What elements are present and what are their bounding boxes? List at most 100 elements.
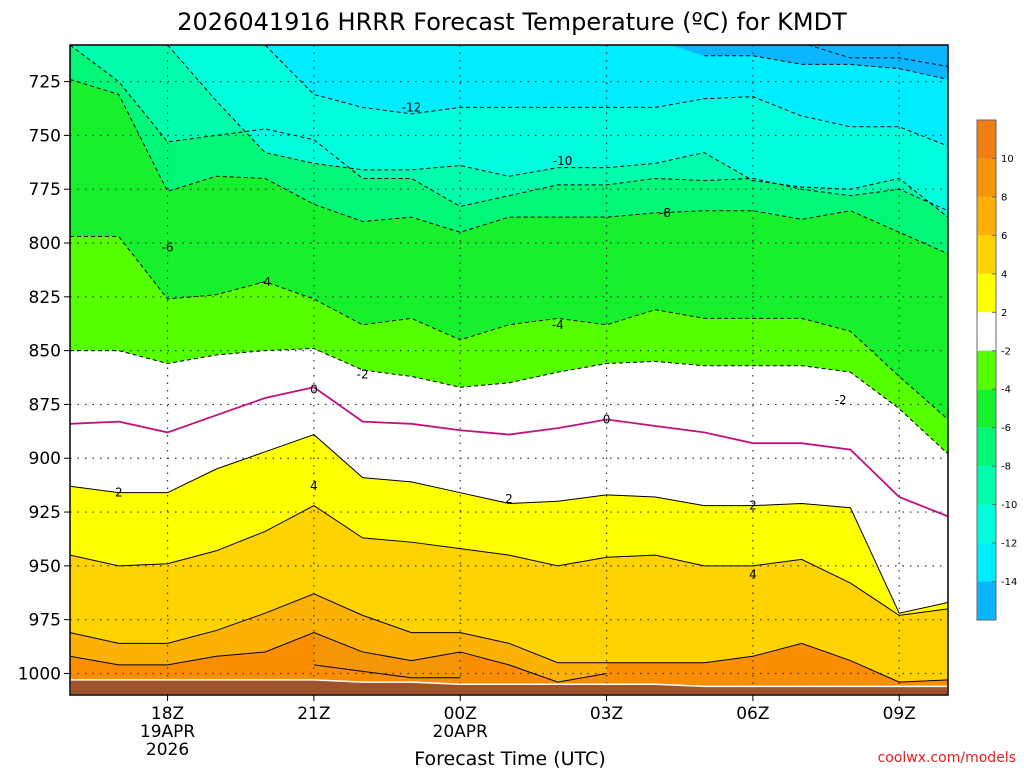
y-tick-label: 900	[29, 449, 61, 469]
isotherm-label: 2	[505, 492, 513, 506]
isotherm-6	[70, 593, 948, 683]
isotherm-4	[70, 505, 948, 616]
isotherm-label: -4	[552, 318, 564, 332]
isotherm-label-text: 2	[115, 486, 123, 500]
isotherm-label-text: -8	[659, 206, 671, 220]
isotherm-2	[70, 434, 948, 614]
isotherm-label-text: -12	[402, 100, 422, 114]
plot-frame	[69, 44, 949, 696]
isotherm-lines	[70, 45, 948, 683]
legend-frame	[976, 119, 997, 621]
fill-band--16-to--14	[670, 45, 948, 80]
legend-swatch	[977, 120, 996, 159]
fill-band--14-to--12	[216, 45, 948, 147]
legend-swatch	[977, 504, 996, 544]
isotherm-label-text: 0	[310, 382, 318, 396]
legend-swatch	[977, 196, 996, 236]
isotherm-label: 4	[310, 479, 318, 493]
isotherm-0	[70, 386, 948, 518]
isotherm-labels: -12 -10 -8 -6 -4 -4 -2 -2 0 0 2 2 2 4 4	[115, 100, 847, 581]
legend-label: 8	[1001, 192, 1007, 203]
legend-swatch	[977, 158, 996, 197]
legend-label: -10	[1001, 500, 1017, 511]
isotherm--2	[70, 347, 948, 455]
isotherm-label: -10	[553, 154, 573, 168]
legend-label: -2	[1001, 346, 1011, 357]
isotherm-label-text: 2	[505, 492, 513, 506]
isotherm-10	[313, 664, 461, 679]
x-tick-label: 00Z	[444, 704, 477, 724]
x-tick-label: 06Z	[736, 704, 769, 724]
legend-label: -6	[1001, 423, 1011, 434]
isotherm-label: 0	[603, 413, 611, 427]
isotherm-label-text: -2	[357, 367, 369, 381]
isotherm-8	[70, 632, 607, 683]
legend-swatch	[977, 273, 996, 313]
legend-swatch	[977, 350, 996, 390]
x-tick-year: 2026	[146, 740, 189, 760]
legend-label: 2	[1001, 308, 1007, 319]
y-tick-label: 1000	[18, 664, 61, 684]
y-tick-label: 800	[29, 234, 61, 254]
isotherm-label-text: 2	[749, 499, 757, 513]
isotherm-label: 2	[749, 499, 757, 513]
isotherm-label: -6	[162, 240, 174, 254]
chart-title: 2026041916 HRRR Forecast Temperature (ºC…	[177, 8, 847, 36]
y-axis: 725 750 775 800 825 850 875 900 925 950 975 1000	[18, 73, 70, 684]
y-tick-label: 875	[29, 395, 61, 415]
credit-link[interactable]: coolwx.com/models	[878, 750, 1016, 766]
color-legend: 10 8 6 4 2 -2 -4 -6 -8 -10 -12 -14	[976, 119, 1017, 621]
legend-swatch	[977, 543, 996, 582]
x-tick-date: 19APR	[140, 722, 196, 742]
ground-surface	[70, 679, 948, 695]
legend-label: -14	[1001, 577, 1017, 588]
isotherm--14	[704, 55, 948, 80]
x-tick-date: 20APR	[433, 722, 489, 742]
legend-swatch	[977, 235, 996, 274]
temperature-fills	[70, 45, 948, 695]
isotherm-label-text: -4	[552, 318, 564, 332]
isotherm-label-text: 0	[603, 413, 611, 427]
legend-label: -12	[1001, 539, 1017, 550]
legend-label: 6	[1001, 231, 1007, 242]
isotherm--6	[70, 78, 948, 255]
isotherm-label-text: 4	[749, 567, 757, 581]
y-tick-label: 850	[29, 342, 61, 362]
x-tick-label: 21Z	[297, 704, 330, 724]
isotherm-label: 2	[115, 486, 123, 500]
isotherm-label: 0	[310, 382, 318, 396]
isotherm--4	[70, 236, 948, 420]
x-axis-title: Forecast Time (UTC)	[414, 748, 605, 768]
isotherm-label: -2	[835, 393, 847, 407]
isotherm--10	[118, 45, 948, 218]
legend-label: -4	[1001, 385, 1011, 396]
y-tick-label: 750	[29, 126, 61, 146]
isotherm--8	[70, 45, 948, 212]
isotherm--12	[216, 45, 948, 147]
isotherm-label-text: -2	[835, 393, 847, 407]
legend-label: 10	[1001, 154, 1014, 165]
y-tick-label: 775	[29, 180, 61, 200]
isotherm-label: 4	[749, 567, 757, 581]
isotherm-label-text: -6	[162, 240, 174, 254]
isotherm-label: -12	[402, 100, 422, 114]
y-tick-label: 975	[29, 611, 61, 631]
isotherm-label-text: 4	[310, 479, 318, 493]
y-tick-label: 925	[29, 503, 61, 523]
legend-swatch	[977, 581, 996, 620]
legend-swatch	[977, 427, 996, 467]
x-tick-label: 09Z	[883, 704, 916, 724]
x-tick-label: 03Z	[590, 704, 623, 724]
legend-label: 4	[1001, 269, 1007, 280]
isotherm-label: -4	[259, 275, 271, 289]
isotherm-label-text: -10	[553, 154, 573, 168]
legend-swatch	[977, 312, 996, 351]
y-tick-label: 725	[29, 73, 61, 93]
y-tick-label: 950	[29, 557, 61, 577]
surface-ground	[70, 679, 948, 695]
x-tick-label: 18Z	[151, 704, 184, 724]
legend-swatch	[977, 466, 996, 505]
isotherm-label-text: -4	[259, 275, 271, 289]
